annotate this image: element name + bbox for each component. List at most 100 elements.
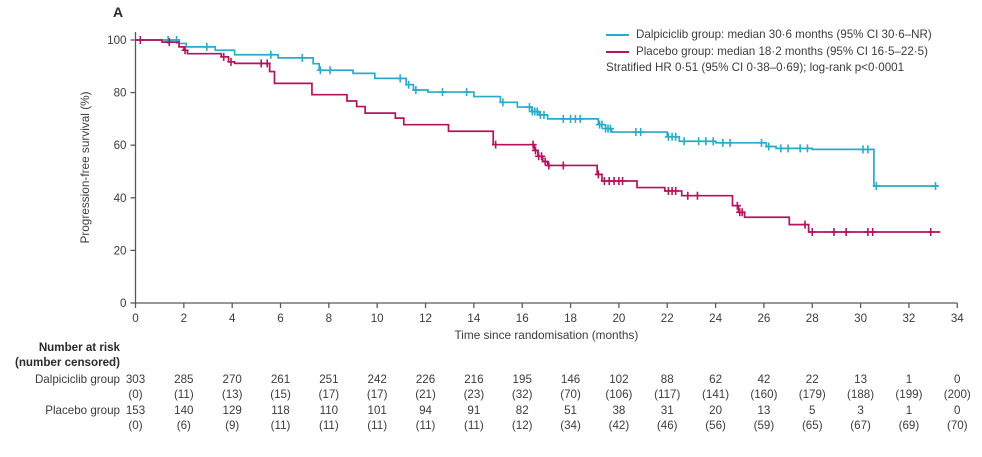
y-tick-label: 100 <box>107 34 126 47</box>
x-tick-label: 6 <box>277 312 283 325</box>
at-risk-cell: 285 <box>174 373 194 386</box>
censored-cell: (17) <box>366 388 388 401</box>
censored-cell: (59) <box>753 419 775 432</box>
censored-cell: (21) <box>415 388 436 401</box>
at-risk-cell: 153 <box>125 404 146 417</box>
censored-cell: (179) <box>798 388 826 401</box>
legend-label-dalpiciclib: Dalpiciclib group: median 30·6 months (9… <box>636 28 932 41</box>
y-tick-label: 0 <box>120 297 126 310</box>
legend-item-dalpiciclib: Dalpiciclib group: median 30·6 months (9… <box>606 27 932 44</box>
x-tick-label: 20 <box>612 312 625 325</box>
censored-cell: (70) <box>946 419 968 432</box>
at-risk-cell: 140 <box>174 404 194 417</box>
x-tick-label: 16 <box>516 312 529 325</box>
placebo-censor-marks <box>136 36 935 236</box>
censored-cell: (11) <box>415 419 436 432</box>
risk-row-label-dalpiciclib: Dalpiciclib group <box>34 373 120 386</box>
placebo-line-swatch <box>606 50 629 53</box>
censored-cell: (11) <box>270 419 291 432</box>
censored-cell: (11) <box>318 419 339 432</box>
at-risk-cell: 51 <box>564 404 577 417</box>
at-risk-cell: 146 <box>560 373 581 386</box>
at-risk-cell: 216 <box>464 373 484 386</box>
censored-cell: (106) <box>605 388 633 401</box>
censored-cell: (42) <box>608 419 630 432</box>
censored-cell: (70) <box>560 388 581 401</box>
risk-row-label-placebo: Placebo group <box>45 404 120 417</box>
censored-cell: (13) <box>221 388 243 401</box>
at-risk-cell: 1 <box>905 373 913 386</box>
at-risk-cell: 0 <box>954 404 961 417</box>
y-tick-label: 20 <box>114 244 127 257</box>
at-risk-cell: 101 <box>367 404 387 417</box>
x-tick-label: 10 <box>371 312 384 325</box>
dalpiciclib-line-swatch <box>606 34 629 37</box>
legend: Dalpiciclib group: median 30·6 months (9… <box>606 27 932 77</box>
at-risk-cell: 1 <box>905 404 913 417</box>
x-tick-label: 4 <box>229 312 236 325</box>
censored-cell: (141) <box>702 388 730 401</box>
censored-cell: (0) <box>128 388 143 401</box>
risk-table-title: Number at risk <box>38 341 120 354</box>
x-tick-label: 32 <box>902 312 915 325</box>
at-risk-cell: 94 <box>419 404 432 417</box>
censored-cell: (199) <box>895 388 923 401</box>
at-risk-cell: 38 <box>612 404 626 417</box>
x-tick-label: 28 <box>806 312 819 325</box>
censored-cell: (200) <box>943 388 971 401</box>
censored-cell: (11) <box>463 419 484 432</box>
censored-cell: (11) <box>173 388 194 401</box>
at-risk-cell: 88 <box>660 373 674 386</box>
y-tick-label: 60 <box>114 139 127 152</box>
x-tick-label: 12 <box>419 312 432 325</box>
censored-cell: (15) <box>270 388 291 401</box>
y-axis-title: Progression-free survival (%) <box>78 91 92 243</box>
x-tick-label: 0 <box>132 312 138 325</box>
censored-cell: (12) <box>511 419 533 432</box>
at-risk-cell: 118 <box>271 404 290 417</box>
risk-table-subtitle: (number censored) <box>14 356 120 369</box>
censored-cell: (0) <box>128 419 143 432</box>
at-risk-cell: 31 <box>660 404 674 417</box>
x-tick-label: 2 <box>181 312 187 325</box>
x-tick-label: 30 <box>854 312 867 325</box>
at-risk-cell: 251 <box>319 373 339 386</box>
at-risk-cell: 91 <box>467 404 481 417</box>
at-risk-cell: 42 <box>757 373 771 386</box>
at-risk-cell: 303 <box>125 373 146 386</box>
x-tick-label: 14 <box>467 312 480 325</box>
censored-cell: (69) <box>898 419 920 432</box>
at-risk-cell: 13 <box>854 373 868 386</box>
censored-cell: (17) <box>318 388 340 401</box>
at-risk-cell: 110 <box>319 404 339 417</box>
censored-cell: (32) <box>511 388 533 401</box>
legend-label-placebo: Placebo group: median 18·2 months (95% C… <box>636 44 928 58</box>
hr-annotation: Stratified HR 0·51 (95% CI 0·38–0·69); l… <box>606 61 905 74</box>
x-tick-label: 24 <box>709 312 722 325</box>
censored-cell: (65) <box>801 419 823 432</box>
at-risk-cell: 242 <box>367 373 387 386</box>
at-risk-cell: 0 <box>954 373 961 386</box>
legend-item-placebo: Placebo group: median 18·2 months (95% C… <box>606 44 932 61</box>
x-axis-title: Time since randomisation (months) <box>454 328 638 342</box>
at-risk-cell: 3 <box>857 404 864 417</box>
dalpiciclib-censor-marks <box>164 36 940 190</box>
censored-cell: (6) <box>176 419 191 432</box>
censored-cell: (11) <box>367 419 388 432</box>
at-risk-cell: 20 <box>709 404 723 417</box>
at-risk-cell: 5 <box>809 404 816 417</box>
censored-cell: (56) <box>705 419 726 432</box>
at-risk-cell: 22 <box>805 373 819 386</box>
censored-cell: (9) <box>225 419 240 432</box>
censored-cell: (67) <box>850 419 871 432</box>
at-risk-cell: 226 <box>415 373 436 386</box>
censored-cell: (117) <box>654 388 681 401</box>
at-risk-cell: 62 <box>709 373 723 386</box>
censored-cell: (188) <box>847 388 875 401</box>
x-tick-label: 18 <box>564 312 577 325</box>
censored-cell: (23) <box>463 388 485 401</box>
censored-cell: (46) <box>656 419 678 432</box>
x-tick-label: 26 <box>757 312 770 325</box>
